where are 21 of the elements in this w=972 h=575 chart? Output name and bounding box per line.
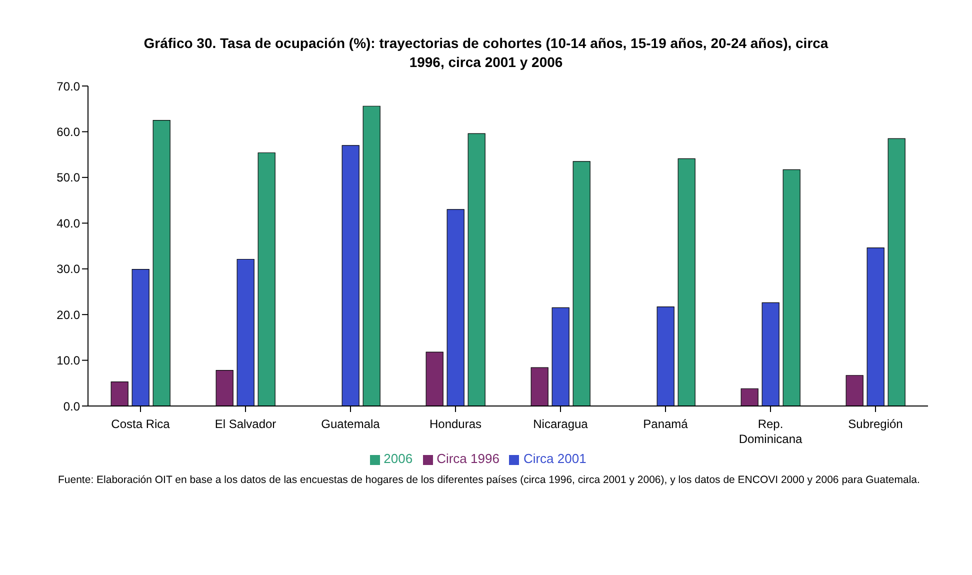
y-tick-label: 0.0 — [63, 399, 80, 414]
x-tick-label: Costa Rica — [111, 417, 170, 431]
legend-label: Circa 1996 — [436, 451, 500, 466]
legend-label: Circa 2001 — [523, 451, 586, 466]
x-tick-label: Nicaragua — [533, 417, 588, 431]
x-tick-label: El Salvador — [214, 417, 276, 431]
x-tick-label: Honduras — [429, 417, 482, 431]
y-tick-label: 60.0 — [56, 124, 80, 139]
y-tick-label: 70.0 — [56, 79, 80, 94]
y-tick-label: 40.0 — [56, 216, 80, 230]
x-tick-label: Panamá — [643, 417, 688, 431]
y-tick-label: 20.0 — [56, 308, 80, 322]
y-tick-label: 30.0 — [56, 262, 80, 276]
x-tick-label: Rep. Dominicana — [738, 417, 802, 446]
chart-title: Gráfico 30. Tasa de ocupación (%): trayectorias de cohortes (10-14 años, 15-19 años, 20-24 años), circa 1996, circa 2001 y 2006 — [142, 34, 830, 72]
x-tick-label: Subregión — [848, 417, 903, 431]
y-tick-label: 10.0 — [56, 354, 80, 368]
x-tick-label: Guatemala — [321, 417, 380, 431]
source-note: Fuente: Elaboración OIT en base a los datos de las encuestas de hogares de los diferentes países (circa 1996, circa 2001 y 2006), y los datos de ENCOVI 2000 y 2006 para Guatemala. — [58, 474, 921, 486]
y-tick-label: 50.0 — [56, 170, 80, 185]
legend-label: 2006 — [384, 451, 413, 466]
